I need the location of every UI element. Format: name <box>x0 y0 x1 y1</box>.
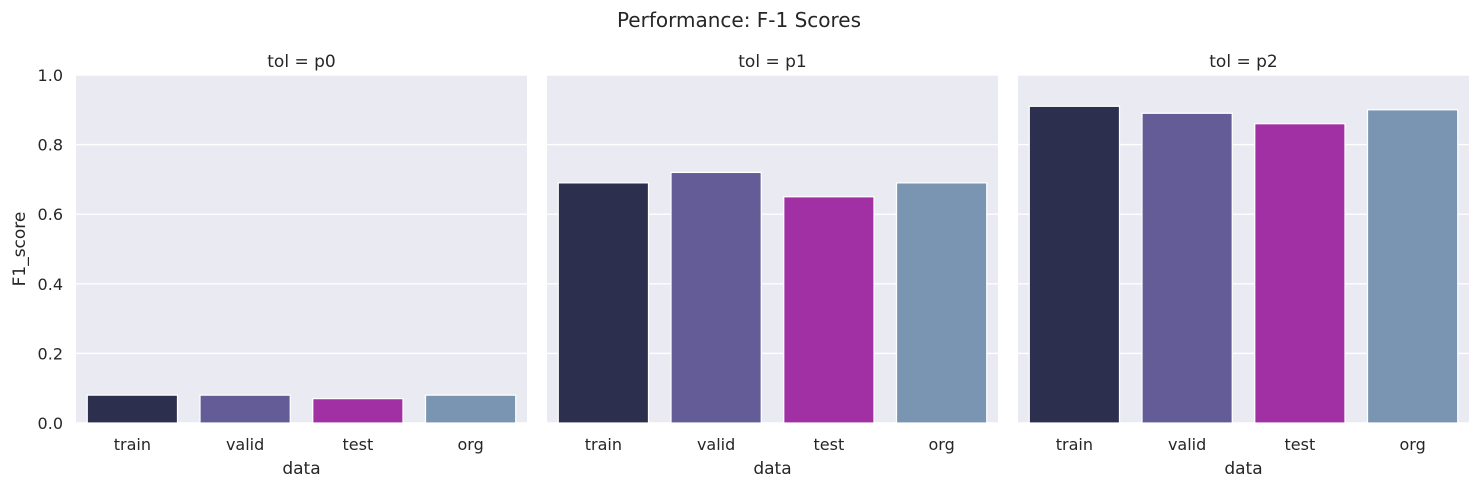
bar-train <box>557 182 650 424</box>
bar-test <box>1254 123 1346 424</box>
y-tick-label: 0.8 <box>38 136 63 155</box>
bar-train <box>1028 105 1121 424</box>
x-tick-label: valid <box>1168 435 1206 454</box>
bar-train <box>86 394 179 424</box>
chart-title: Performance: F-1 Scores <box>617 8 861 32</box>
facet-panel-1: tol = p1 train valid test org data <box>547 52 998 479</box>
y-tick-label: 1.0 <box>38 66 63 85</box>
bar-org <box>424 394 517 424</box>
x-tick-label: test <box>1285 435 1316 454</box>
x-tick-label: test <box>814 435 845 454</box>
bar-org <box>1366 109 1459 424</box>
x-tick-label: valid <box>226 435 264 454</box>
facet-title: tol = p0 <box>267 52 335 72</box>
x-axis-label: data <box>753 459 791 479</box>
panel-background <box>76 75 527 423</box>
bar-org <box>895 182 988 424</box>
x-tick-label: org <box>1400 435 1426 454</box>
x-tick-label: test <box>343 435 374 454</box>
facet-title: tol = p1 <box>738 52 806 72</box>
y-tick-label: 0.2 <box>38 344 63 363</box>
y-tick-label: 0.0 <box>38 414 63 433</box>
facet-panels: 0.0 0.2 0.4 0.6 0.8 1.0 tol = p0 train valid test… <box>38 52 1469 479</box>
bar-valid <box>1141 112 1233 424</box>
y-tick-label: 0.6 <box>38 205 63 224</box>
facet-panel-2: tol = p2 train valid test org data <box>1018 52 1469 479</box>
x-tick-label: train <box>585 435 622 454</box>
x-tick-label: org <box>458 435 484 454</box>
facet-title: tol = p2 <box>1209 52 1277 72</box>
y-axis-label: F1_score <box>10 212 30 287</box>
y-tick-label: 0.4 <box>38 275 63 294</box>
x-tick-label: train <box>1056 435 1093 454</box>
bar-test <box>312 398 404 424</box>
bar-test <box>783 196 875 424</box>
facet-panel-0: 0.0 0.2 0.4 0.6 0.8 1.0 tol = p0 train valid test… <box>38 52 527 479</box>
x-axis-label: data <box>282 459 320 479</box>
x-tick-label: valid <box>697 435 735 454</box>
x-tick-label: org <box>929 435 955 454</box>
x-tick-label: train <box>114 435 151 454</box>
bar-valid <box>199 394 291 424</box>
x-axis-label: data <box>1224 459 1262 479</box>
bar-valid <box>670 171 762 424</box>
